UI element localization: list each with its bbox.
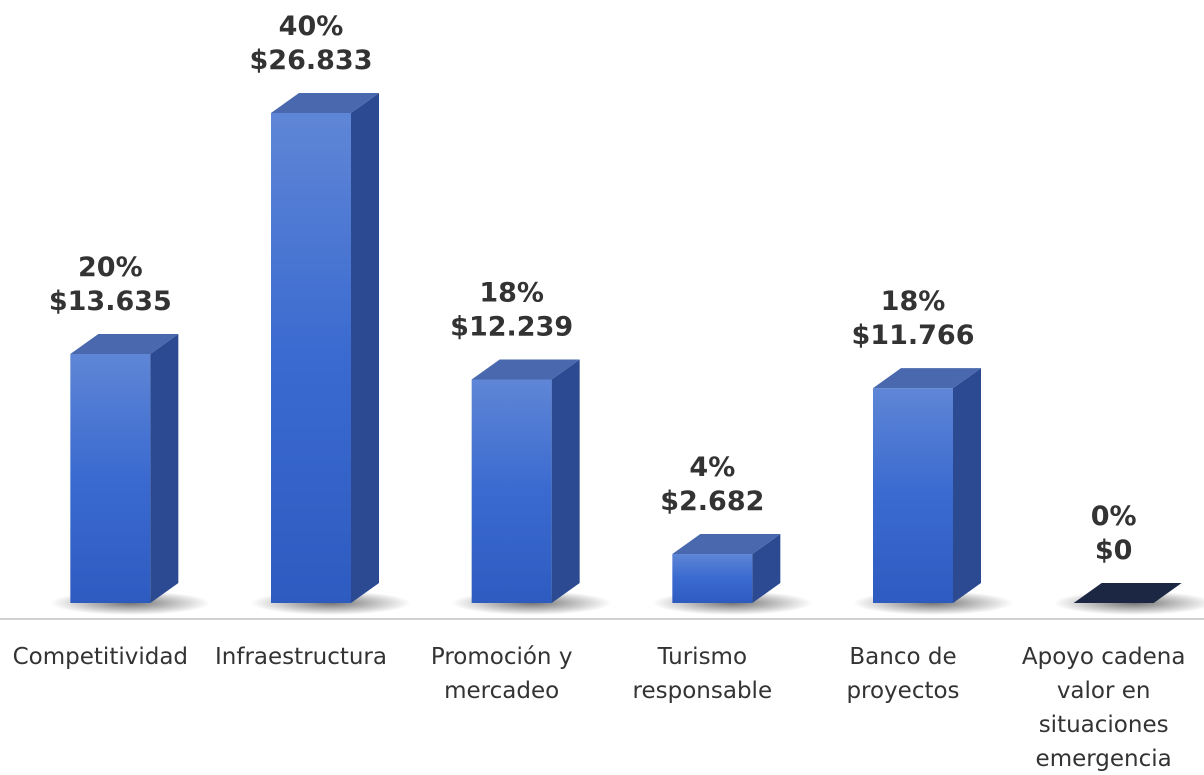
- value-label: $12.239: [450, 312, 573, 343]
- percentage-label: 20%: [78, 252, 143, 283]
- bar: [271, 113, 351, 603]
- percentage-label: 18%: [881, 286, 946, 317]
- bar-side: [150, 334, 179, 603]
- bar-top: [471, 359, 580, 380]
- bar: [873, 388, 953, 603]
- bar-top: [70, 334, 179, 355]
- percentage-label: 40%: [279, 11, 344, 42]
- x-tick-label: Competitividad: [12, 644, 189, 670]
- value-label: $11.766: [852, 320, 975, 351]
- value-label: $13.635: [49, 286, 172, 317]
- bar: [70, 354, 151, 603]
- bar-side: [551, 359, 580, 603]
- value-label: $2.682: [660, 486, 764, 517]
- x-tick-label: Infraestructura: [215, 644, 387, 670]
- bar-side: [351, 93, 379, 603]
- value-label: $0: [1095, 535, 1133, 566]
- bar-top: [271, 93, 379, 113]
- x-tick-label: Apoyo cadena valor en situaciones emerge…: [1021, 644, 1186, 772]
- bar: [1073, 583, 1182, 603]
- bar-top: [873, 368, 981, 389]
- bar-side: [752, 534, 781, 603]
- bar-side: [953, 368, 981, 603]
- percentage-label: 4%: [689, 452, 735, 483]
- value-label: $26.833: [250, 45, 373, 76]
- bar: [672, 554, 753, 603]
- bar-top: [672, 534, 781, 555]
- percentage-label: 18%: [479, 278, 544, 309]
- x-tick-label: Promoción y mercadeo: [430, 644, 573, 704]
- bar: [471, 379, 552, 603]
- x-tick-label: Banco de proyectos: [846, 644, 960, 704]
- percentage-label: 0%: [1091, 501, 1137, 532]
- x-tick-label: Turismo responsable: [632, 644, 773, 704]
